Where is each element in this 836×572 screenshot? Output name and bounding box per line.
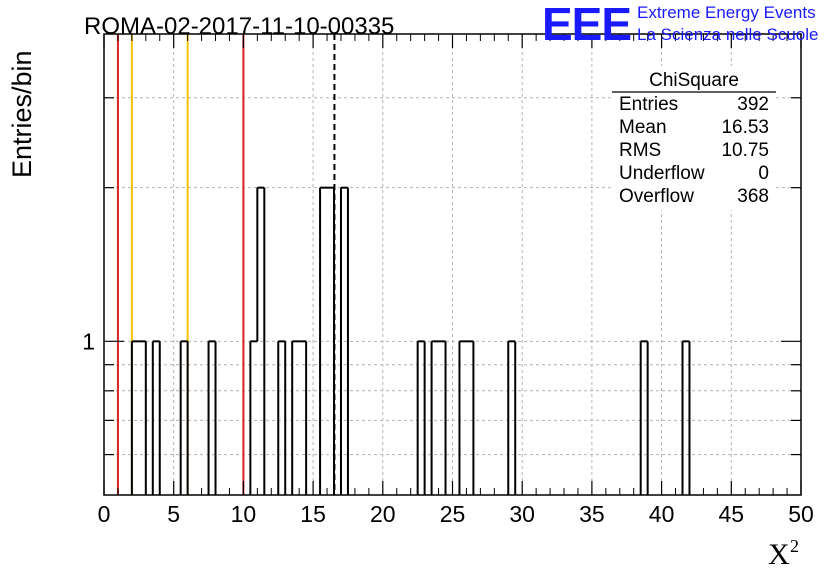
eee-logo-line2: La Scienza nelle Scuole <box>637 25 818 44</box>
eee-logo-mark: EEE <box>542 0 631 50</box>
x-tick-label: 20 <box>370 501 396 527</box>
x-tick-label: 45 <box>719 501 745 527</box>
stats-box: ChiSquare Entries 392 Mean 16.53 RMS 10.75 Und… <box>612 66 776 210</box>
stats-box-title: ChiSquare <box>649 70 739 91</box>
x-tick-label: 5 <box>167 501 180 527</box>
stats-row-label: Underflow <box>619 163 705 184</box>
histogram-bins <box>130 186 691 495</box>
x-tick-label: 0 <box>98 501 111 527</box>
x-tick-label: 35 <box>579 501 605 527</box>
y-axis-label: Entries/bin <box>7 50 37 178</box>
stats-row-value: 10.75 <box>721 140 769 161</box>
stats-row-label: Overflow <box>619 186 694 207</box>
axis-ticks <box>103 34 802 495</box>
x-tick-label: 15 <box>300 501 326 527</box>
x-tick-label: 10 <box>231 501 257 527</box>
x-tick-label: 40 <box>649 501 675 527</box>
eee-logo-line1: Extreme Energy Events <box>637 3 816 22</box>
stats-row-label: RMS <box>619 140 661 161</box>
eee-logo: EEE Extreme Energy Events La Scienza nel… <box>542 0 818 50</box>
stats-row-value: 16.53 <box>721 117 769 138</box>
axis-tick-labels: 0 5 10 15 20 25 30 35 40 45 50 1 <box>82 328 814 527</box>
x-tick-label: 30 <box>509 501 535 527</box>
stats-row-value: 368 <box>737 186 769 207</box>
marker-lines <box>116 34 336 495</box>
stats-box-rows: Entries 392 Mean 16.53 RMS 10.75 Underflow 0 Ove… <box>619 94 769 207</box>
x-tick-label: 50 <box>788 501 814 527</box>
stats-row-value: 0 <box>758 163 769 184</box>
stats-row-label: Mean <box>619 117 667 138</box>
stats-box-background <box>612 66 776 210</box>
x-axis-label: X 2 <box>768 536 799 571</box>
y-tick-label: 1 <box>82 328 95 354</box>
x-tick-label: 25 <box>440 501 466 527</box>
run-title: ROMA-02-2017-11-10-00335 <box>84 13 394 40</box>
stats-row-value: 392 <box>737 94 769 115</box>
x-axis-label-superscript: 2 <box>790 536 799 556</box>
stats-row-label: Entries <box>619 94 678 115</box>
x-axis-label-main: X <box>768 538 790 571</box>
